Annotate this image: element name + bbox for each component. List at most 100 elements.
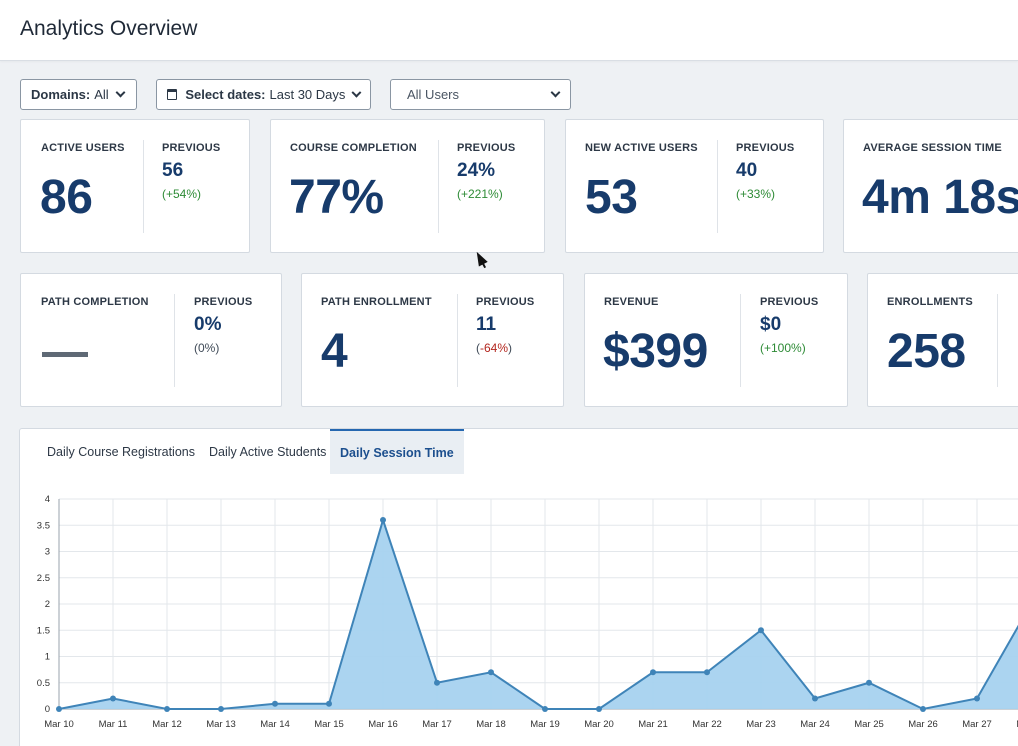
chart-panel: Daily Course Registrations Daily Active …: [19, 428, 1018, 746]
domains-filter-label: Domains:: [31, 87, 91, 102]
card-label: ENROLLMENTS: [887, 296, 973, 308]
data-point: [704, 669, 710, 676]
data-point: [380, 517, 386, 523]
new-active-users-card: NEW ACTIVE USERS 53 PREVIOUS 40 (+33%): [565, 119, 824, 253]
data-point: [812, 695, 818, 702]
users-select[interactable]: All Users: [390, 79, 571, 110]
card-value: 86: [40, 171, 93, 224]
series-area: [59, 520, 1018, 709]
card-value: $399: [603, 325, 708, 378]
card-value: 77%: [289, 171, 384, 224]
x-tick-label: Mar 21: [638, 719, 668, 730]
enrollments-card: ENROLLMENTS 258: [867, 273, 1018, 407]
card-label: NEW ACTIVE USERS: [585, 142, 698, 154]
y-tick-label: 2.5: [37, 573, 50, 584]
page-header: Analytics Overview: [0, 0, 1018, 61]
y-tick-label: 0: [45, 704, 50, 715]
x-tick-label: Mar 23: [746, 719, 776, 730]
card-value: 4m 18s: [862, 171, 1018, 224]
tab-daily-course-registrations[interactable]: Daily Course Registrations: [47, 444, 195, 459]
average-session-time-card: AVERAGE SESSION TIME 4m 18s: [843, 119, 1018, 253]
change-value: (+33%): [736, 187, 776, 201]
data-point: [920, 706, 926, 712]
card-label: COURSE COMPLETION: [290, 142, 417, 154]
data-point: [974, 695, 980, 702]
previous-label: PREVIOUS: [476, 296, 535, 308]
divider: [174, 294, 175, 387]
y-tick-label: 4: [45, 494, 50, 505]
session-time-chart: 0 0.5 1 1.5 2 2.5 3 3.5 4 Mar 10 Mar 11 Mar 12 Mar 1…: [37, 494, 1018, 730]
course-completion-card: COURSE COMPLETION 77% PREVIOUS 24% (+221…: [270, 119, 545, 253]
previous-label: PREVIOUS: [194, 296, 253, 308]
data-point: [650, 669, 656, 676]
x-tick-label: Mar 15: [314, 719, 344, 730]
change-value: (-64%): [476, 341, 513, 355]
data-point: [488, 669, 494, 676]
x-tick-label: Mar 13: [206, 719, 236, 730]
x-tick-label: Mar 10: [44, 719, 74, 730]
card-label: PATH COMPLETION: [41, 296, 149, 308]
card-value: 258: [887, 325, 966, 378]
card-label: PATH ENROLLMENT: [321, 296, 432, 308]
change-value: (+100%): [760, 341, 806, 355]
x-tick-label: Mar 14: [260, 719, 290, 730]
page-title: Analytics Overview: [20, 17, 198, 40]
previous-label: PREVIOUS: [162, 142, 221, 154]
data-point: [164, 706, 170, 712]
x-tick-label: Mar 16: [368, 719, 398, 730]
divider: [717, 140, 718, 233]
date-filter-value: Last 30 Days: [269, 87, 346, 102]
card-value: 53: [585, 171, 638, 224]
data-point: [218, 706, 224, 712]
date-filter-label: Select dates:: [185, 87, 266, 102]
series-line: [58, 516, 1018, 711]
chevron-down-icon: [550, 87, 561, 98]
x-tick-label: Mar 25: [854, 719, 884, 730]
data-point: [326, 700, 332, 707]
x-tick-label: Mar 17: [422, 719, 452, 730]
empty-value-dash: [42, 352, 88, 357]
y-tick-label: 2: [45, 599, 50, 610]
y-tick-label: 1.5: [37, 625, 50, 636]
path-completion-card: PATH COMPLETION PREVIOUS 0% (0%): [20, 273, 282, 407]
path-enrollment-card: PATH ENROLLMENT 4 PREVIOUS 11 (-64%): [301, 273, 564, 407]
divider: [997, 294, 998, 387]
previous-value: 56: [162, 160, 184, 181]
y-tick-label: 1: [45, 652, 50, 663]
x-tick-label: Mar 20: [584, 719, 614, 730]
previous-value: 0%: [194, 314, 222, 335]
chevron-down-icon: [351, 87, 362, 98]
previous-value: 11: [476, 314, 497, 335]
tab-daily-active-students[interactable]: Daily Active Students: [209, 444, 327, 459]
card-label: AVERAGE SESSION TIME: [863, 142, 1002, 154]
active-users-card: ACTIVE USERS 86 PREVIOUS 56 (+54%): [20, 119, 250, 253]
y-tick-label: 3: [45, 547, 50, 558]
x-tick-label: Mar 19: [530, 719, 560, 730]
domains-filter[interactable]: Domains: All: [20, 79, 137, 110]
domains-filter-value: All: [94, 87, 109, 102]
x-tick-label: Mar 12: [152, 719, 182, 730]
data-point: [866, 679, 872, 686]
previous-label: PREVIOUS: [457, 142, 516, 154]
y-tick-label: 3.5: [37, 520, 50, 531]
previous-value: 40: [736, 160, 758, 181]
revenue-card: REVENUE $399 PREVIOUS $0 (+100%): [584, 273, 848, 407]
data-point: [596, 706, 602, 712]
data-point: [434, 679, 440, 686]
change-value: (0%): [194, 341, 220, 355]
divider: [740, 294, 741, 387]
date-range-filter[interactable]: Select dates: Last 30 Days: [156, 79, 371, 110]
data-point: [110, 695, 116, 702]
tab-daily-session-time[interactable]: Daily Session Time: [330, 429, 464, 474]
users-select-value: All Users: [407, 87, 460, 102]
x-tick-label: Mar 22: [692, 719, 722, 730]
x-tick-label: Mar 24: [800, 719, 830, 730]
card-label: REVENUE: [604, 296, 659, 308]
change-value: (+221%): [457, 187, 503, 201]
data-point: [56, 706, 62, 712]
x-tick-label: Mar 11: [99, 719, 128, 730]
calendar-icon: [167, 89, 178, 100]
x-tick-label: Mar 27: [962, 719, 992, 730]
previous-label: PREVIOUS: [736, 142, 795, 154]
x-tick-label: Mar 18: [476, 719, 506, 730]
